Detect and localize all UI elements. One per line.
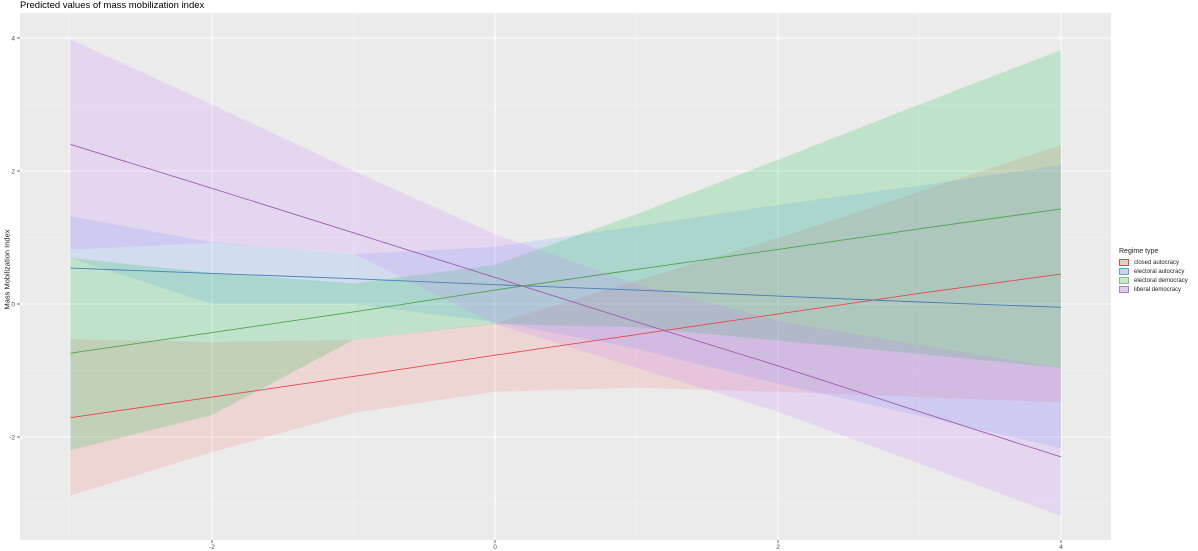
legend-label: closed autocracy	[1134, 259, 1180, 266]
line-closed-autocracy	[70, 273, 1062, 419]
gridlines	[20, 13, 1111, 540]
legend: Regime type closed autocracy electoral a…	[1119, 248, 1188, 294]
legend-label: liberal democracy	[1134, 286, 1182, 293]
x-axis-ticks: -2 0 2 4	[209, 540, 1063, 551]
legend-title: Regime type	[1119, 248, 1159, 255]
legend-label: electoral democracy	[1134, 277, 1188, 284]
x-tick-label: 4	[1059, 544, 1063, 551]
chart-title: Predicted values of mass mobilization in…	[20, 0, 205, 11]
y-tick-label: 2	[11, 169, 15, 176]
legend-item-electoral-autocracy: electoral autocracy	[1119, 267, 1188, 276]
x-tick-label: -2	[209, 544, 215, 551]
x-tick-label: 2	[776, 544, 780, 551]
prediction-lines	[70, 143, 1062, 458]
ribbon-electoral-democracy	[70, 49, 1061, 451]
legend-key-electoral-autocracy	[1119, 268, 1129, 275]
x-tick-label: 0	[493, 544, 497, 551]
ribbon-liberal-democracy	[70, 39, 1061, 517]
legend-item-electoral-democracy: electoral democracy	[1119, 276, 1188, 285]
line-electoral-democracy	[70, 208, 1062, 354]
line-liberal-democracy	[70, 143, 1062, 458]
y-tick-label: -2	[9, 435, 15, 442]
legend-key-electoral-democracy	[1119, 277, 1129, 284]
legend-key-liberal-democracy	[1119, 286, 1129, 293]
y-tick-label: 4	[11, 36, 15, 43]
legend-key-closed-autocracy	[1119, 259, 1129, 266]
y-tick-label: 0	[11, 302, 15, 309]
line-electoral-autocracy	[70, 267, 1062, 308]
plot-panel	[20, 13, 1111, 540]
legend-label: electoral autocracy	[1134, 268, 1185, 275]
y-axis-ticks: 4 2 0 -2	[9, 36, 20, 442]
ribbon-closed-autocracy	[70, 145, 1061, 496]
legend-item-liberal-democracy: liberal democracy	[1119, 285, 1188, 294]
legend-item-closed-autocracy: closed autocracy	[1119, 258, 1188, 267]
